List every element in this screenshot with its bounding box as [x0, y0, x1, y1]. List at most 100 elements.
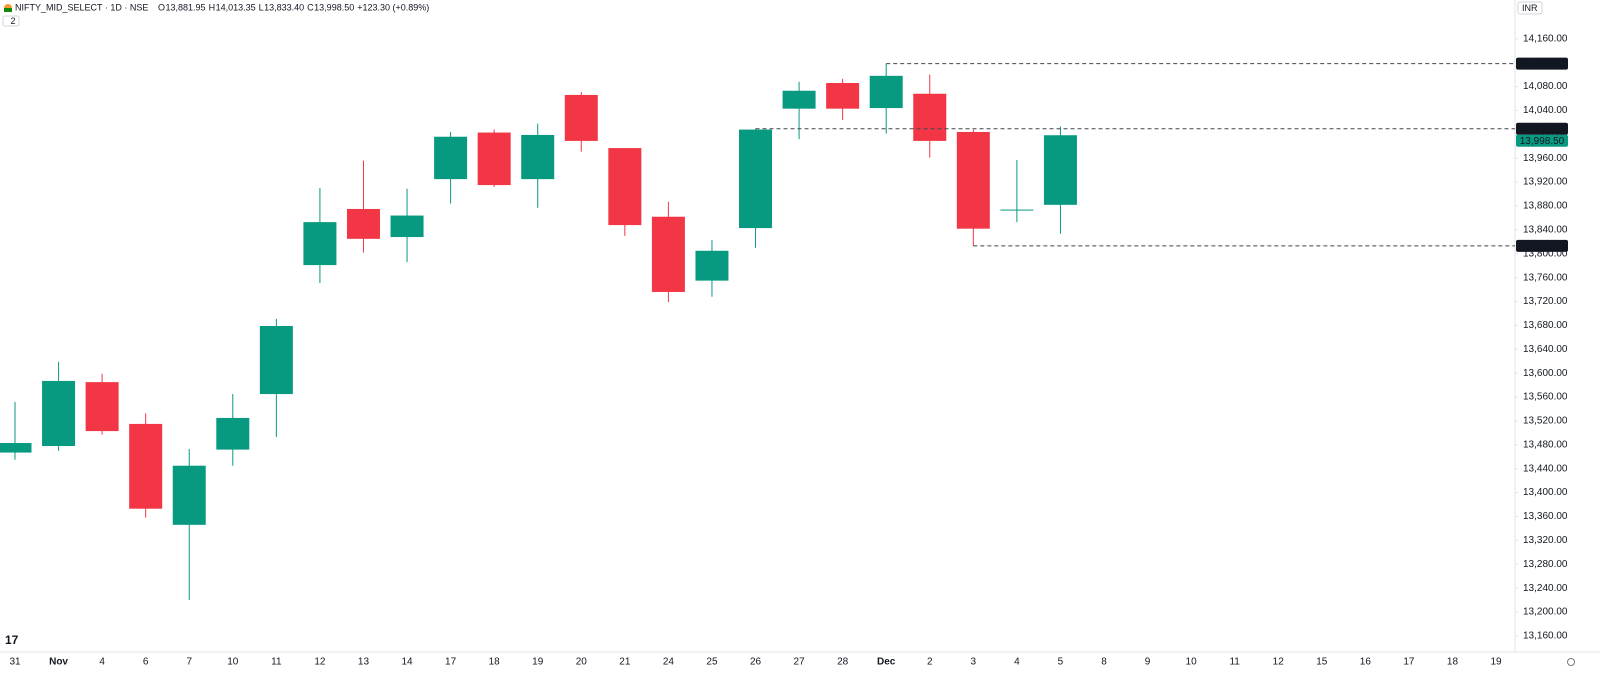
x-tick-label: 4 [1014, 657, 1020, 668]
y-tick-label: 13,960.00 [1523, 153, 1568, 164]
candle-body [477, 132, 511, 186]
x-tick-label: 25 [706, 657, 718, 668]
y-tick-label: 13,760.00 [1523, 272, 1568, 283]
candle-body [259, 326, 293, 395]
ohlc-letter: L [259, 2, 264, 12]
price-label: 13,813.25 [1520, 241, 1565, 252]
x-tick-label: 11 [271, 657, 282, 668]
symbol-title[interactable]: NIFTY_MID_SELECT · 1D · NSE [15, 2, 148, 12]
ohlc-letter: C [307, 2, 314, 12]
candle-body [608, 148, 642, 226]
x-tick-label: 8 [1101, 657, 1107, 668]
candle-body [695, 250, 729, 281]
x-tick-label: 12 [1273, 657, 1285, 668]
y-tick-label: 13,200.00 [1523, 607, 1568, 618]
y-tick-label: 13,280.00 [1523, 559, 1568, 570]
x-tick-label: 24 [663, 657, 675, 668]
price-label-bg [1516, 239, 1568, 252]
y-tick-label: 13,160.00 [1523, 631, 1568, 642]
candle-body [826, 82, 860, 109]
x-tick-label: 2 [927, 657, 933, 668]
x-tick-label: 5 [1058, 657, 1064, 668]
x-tick-label: 28 [837, 657, 849, 668]
candle-body [129, 423, 163, 509]
price-label: 14,009.30 [1520, 124, 1565, 135]
y-tick-label: 13,320.00 [1523, 535, 1568, 546]
indicator-toggle[interactable] [2, 15, 20, 27]
x-tick-label: 17 [1403, 657, 1415, 668]
candle-body [913, 93, 947, 141]
x-tick-label: 14 [401, 657, 413, 668]
candle-body [85, 382, 119, 432]
ohlc-value: 14,013.35 [216, 2, 256, 12]
x-tick-label: 19 [532, 657, 544, 668]
x-tick-label: 17 [445, 657, 457, 668]
last-price-label: 13,998.50 [1520, 136, 1565, 147]
x-tick-label: 26 [750, 657, 762, 668]
y-tick-label: 13,560.00 [1523, 392, 1568, 403]
candle-body [42, 380, 76, 447]
y-tick-label: 13,440.00 [1523, 463, 1568, 474]
y-tick-label: 13,400.00 [1523, 487, 1568, 498]
ohlc-value: +123.30 (+0.89%) [357, 2, 429, 12]
candle-body [216, 417, 250, 450]
candle-body [434, 136, 468, 180]
x-tick-label: 15 [1316, 657, 1328, 668]
indicator-count[interactable]: 2 [10, 16, 15, 26]
settings-icon[interactable] [1567, 658, 1575, 666]
y-tick-label: 13,240.00 [1523, 583, 1568, 594]
candle-body [0, 443, 32, 453]
y-tick-label: 13,640.00 [1523, 344, 1568, 355]
ohlc-value: 13,998.50 [314, 2, 354, 12]
candle-body [956, 131, 990, 229]
x-tick-label: 27 [794, 657, 806, 668]
x-tick-label: 9 [1145, 657, 1151, 668]
currency-box[interactable] [1517, 1, 1543, 15]
x-tick-label: 12 [314, 657, 326, 668]
y-tick-label: 13,880.00 [1523, 201, 1568, 212]
candle-body [1043, 135, 1077, 205]
x-tick-label: 13 [358, 657, 370, 668]
candle-body [346, 208, 380, 239]
candle-body [172, 465, 206, 525]
x-tick-label: 18 [489, 657, 501, 668]
x-tick-label: 4 [99, 657, 105, 668]
x-tick-label: 10 [1186, 657, 1198, 668]
y-tick-label: 13,800.00 [1523, 248, 1568, 259]
x-tick-label: 7 [186, 657, 192, 668]
y-tick-label: 13,480.00 [1523, 439, 1568, 450]
x-tick-label: 10 [227, 657, 239, 668]
y-tick-label: 14,160.00 [1523, 33, 1568, 44]
currency[interactable]: INR [1522, 3, 1538, 13]
candle-body [564, 94, 598, 141]
candle-body [390, 215, 424, 238]
x-tick-label: 21 [619, 657, 631, 668]
ohlc-letter: O [158, 2, 165, 12]
x-tick-label: 18 [1447, 657, 1459, 668]
price-label: 14,118.40 [1520, 59, 1564, 70]
y-tick-label: 13,840.00 [1523, 225, 1568, 236]
flag-icon-bottom [4, 8, 12, 12]
y-tick-label: 13,680.00 [1523, 320, 1568, 331]
candle-body [782, 90, 816, 109]
candle-body [1000, 209, 1034, 211]
candle-body [869, 75, 903, 109]
price-label-bg [1516, 57, 1568, 70]
last-price-bg [1516, 134, 1568, 147]
y-tick-label: 14,040.00 [1523, 105, 1568, 116]
ohlc-value: 13,881.95 [166, 2, 206, 12]
x-tick-label: 6 [143, 657, 149, 668]
candle-body [303, 222, 337, 266]
y-tick-label: 13,520.00 [1523, 416, 1568, 427]
y-tick-label: 13,360.00 [1523, 511, 1568, 522]
y-tick-label: 13,920.00 [1523, 177, 1568, 188]
y-tick-label: 14,080.00 [1523, 81, 1568, 92]
price-label-bg [1516, 122, 1568, 135]
x-tick-label: 31 [9, 657, 21, 668]
y-tick-label: 13,600.00 [1523, 368, 1568, 379]
y-tick-label: 13,720.00 [1523, 296, 1568, 307]
x-tick-label: 16 [1360, 657, 1372, 668]
candle-body [739, 129, 773, 229]
tradingview-logo[interactable]: 17 [5, 633, 19, 647]
